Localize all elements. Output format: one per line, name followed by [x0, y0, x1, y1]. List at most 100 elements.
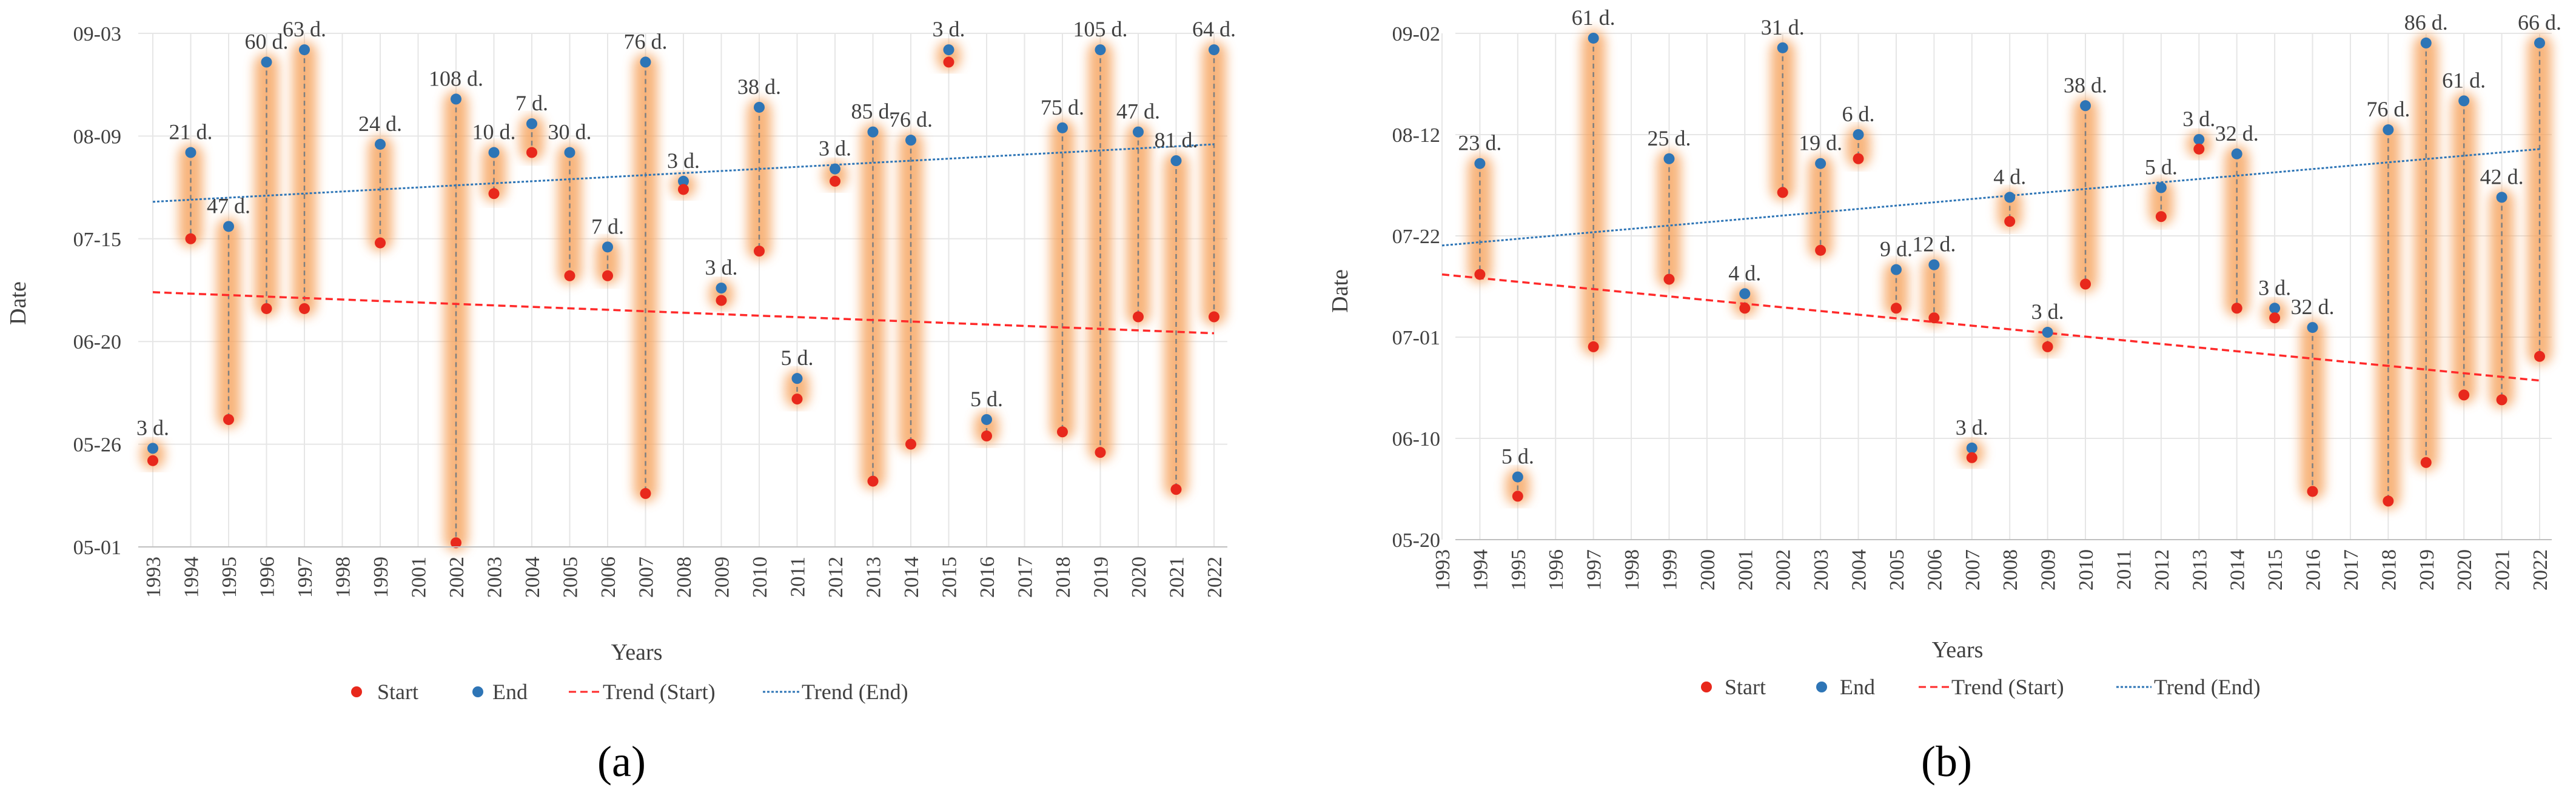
- end-point: [2307, 322, 2318, 333]
- end-point: [1133, 126, 1144, 138]
- x-tick-label: 2014: [2227, 549, 2249, 591]
- x-tick-label: 2001: [408, 557, 431, 598]
- start-point: [981, 430, 992, 442]
- duration-bar: [595, 238, 620, 284]
- x-tick-label: 2017: [1015, 557, 1037, 598]
- duration-label: 32 d.: [2291, 295, 2335, 319]
- duration-bar: [1126, 123, 1150, 326]
- duration-label: 81 d.: [1155, 128, 1198, 152]
- end-point: [1890, 264, 1902, 275]
- end-point: [451, 93, 461, 105]
- x-tick-label: 2007: [1962, 549, 1984, 591]
- duration-bar: [823, 160, 847, 190]
- end-point: [2269, 303, 2281, 314]
- end-point: [1928, 259, 1940, 270]
- x-tick-label: 1996: [1545, 549, 1568, 591]
- x-tick-label: 2001: [1734, 549, 1757, 591]
- trend-end-line: [1441, 148, 2540, 247]
- duration-label: 108 d.: [429, 66, 483, 90]
- duration-bar: [2300, 319, 2325, 500]
- duration-label: 5 d.: [2145, 155, 2178, 179]
- start-point: [2193, 143, 2205, 155]
- duration-bar: [1732, 285, 1757, 317]
- legend-trend-start-label: Trend (Start): [1951, 675, 2064, 699]
- start-point: [451, 537, 461, 549]
- x-tick-label: 1994: [181, 557, 203, 598]
- x-tick-label: 2005: [560, 557, 582, 598]
- duration-label: 3 d.: [705, 255, 738, 280]
- duration-bar: [1202, 41, 1226, 326]
- end-point: [2080, 100, 2091, 112]
- start-point: [1170, 484, 1182, 495]
- end-point: [2193, 133, 2205, 145]
- x-tick-label: 1994: [1469, 549, 1492, 591]
- chart-b: 23 d. 5 d. 61 d. 25 d. 4 d. 31 d. 19 d.6 d. 9 d…: [1327, 5, 2561, 786]
- end-point: [299, 44, 310, 56]
- duration-label: 7 d.: [515, 91, 548, 115]
- duration-label: 75 d.: [1041, 95, 1084, 119]
- y-tick-label: 07-01: [1392, 327, 1440, 349]
- trend-end-line: [152, 143, 1215, 203]
- x-tick-label: 1998: [1621, 549, 1643, 591]
- end-point: [1170, 155, 1182, 167]
- start-point: [1853, 153, 1864, 164]
- start-point: [1890, 303, 1902, 314]
- start-point: [2496, 394, 2507, 406]
- duration-label: 3 d.: [667, 149, 700, 173]
- x-tick-label: 2014: [901, 557, 923, 598]
- end-point: [716, 283, 727, 294]
- duration-label: 105 d.: [1073, 17, 1128, 41]
- x-axis-title: Years: [1932, 637, 1984, 663]
- start-point: [1777, 187, 1788, 198]
- duration-label: 86 d.: [2404, 10, 2448, 35]
- start-point: [299, 303, 310, 314]
- start-point: [261, 303, 272, 314]
- start-point: [2458, 389, 2470, 401]
- end-point: [981, 414, 992, 425]
- x-tick-label: 2021: [1166, 557, 1189, 598]
- duration-bar: [2148, 179, 2173, 226]
- legend-start-label: Start: [377, 680, 418, 704]
- legend-start-label: Start: [1725, 675, 1766, 699]
- x-tick-label: 2010: [749, 557, 771, 598]
- x-tick-label: 2013: [2189, 549, 2211, 591]
- x-tick-label: 1996: [257, 557, 279, 598]
- duration-label: 4 d.: [1993, 164, 2026, 189]
- duration-label: 64 d.: [1192, 17, 1236, 41]
- x-tick-label: 2021: [2492, 549, 2514, 591]
- duration-label: 66 d.: [2518, 10, 2561, 35]
- end-point: [1815, 158, 1826, 169]
- start-point: [2004, 216, 2016, 227]
- x-tick-label: 1993: [143, 557, 165, 598]
- y-tick-label: 08-12: [1392, 124, 1440, 147]
- x-tick-label: 2022: [1204, 557, 1226, 598]
- end-point: [2496, 192, 2507, 203]
- x-tick-label: 2016: [976, 557, 999, 598]
- y-tick-label: 05-26: [73, 434, 121, 457]
- x-tick-label: 2002: [446, 557, 468, 598]
- start-point: [1588, 341, 1599, 352]
- end-point: [223, 221, 234, 232]
- duration-label: 3 d.: [1956, 415, 1988, 440]
- duration-label: 47 d.: [1116, 99, 1160, 124]
- duration-label: 3 d.: [2258, 275, 2291, 300]
- end-point: [1209, 44, 1219, 56]
- duration-label: 3 d.: [2182, 107, 2215, 131]
- end-point: [2004, 192, 2016, 203]
- duration-label: 30 d.: [548, 120, 592, 144]
- y-tick-label: 08-09: [73, 126, 121, 148]
- x-tick-label: 2012: [2151, 549, 2173, 591]
- start-point: [2155, 211, 2167, 223]
- x-tick-label: 2003: [484, 557, 506, 598]
- start-point: [2420, 457, 2432, 468]
- x-tick-label: 2017: [2340, 549, 2363, 591]
- end-point: [185, 147, 196, 158]
- start-point: [1474, 269, 1486, 280]
- duration-label: 6 d.: [1842, 102, 1875, 126]
- x-tick-label: 1995: [1508, 549, 1530, 591]
- start-point: [375, 237, 386, 249]
- end-point: [1588, 32, 1599, 44]
- duration-label: 5 d.: [1501, 444, 1534, 469]
- end-point: [1777, 42, 1788, 53]
